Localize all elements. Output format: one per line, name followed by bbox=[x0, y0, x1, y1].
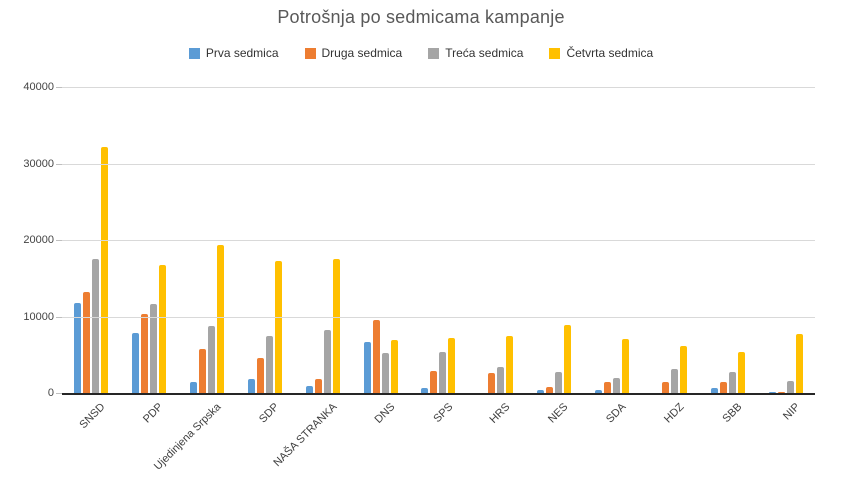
bar bbox=[662, 382, 670, 393]
bar bbox=[497, 367, 505, 393]
y-axis-tick bbox=[56, 316, 62, 318]
legend-item-4: Četvrta sedmica bbox=[549, 46, 653, 60]
legend-label: Prva sedmica bbox=[205, 46, 279, 60]
gridline bbox=[62, 316, 815, 318]
bar bbox=[305, 386, 313, 393]
y-axis-tick bbox=[56, 240, 62, 241]
bar bbox=[711, 388, 719, 393]
bar bbox=[198, 348, 206, 393]
legend-item-2: Druga sedmica bbox=[304, 46, 403, 60]
bar bbox=[256, 357, 264, 393]
bar-group-ujedinjena-srpska bbox=[189, 87, 224, 393]
bar-group-na-a-stranka bbox=[305, 87, 340, 393]
bar bbox=[622, 338, 630, 393]
gridline bbox=[62, 240, 815, 241]
legend-label: Četvrta sedmica bbox=[566, 46, 654, 60]
bar-group-pdp bbox=[131, 87, 166, 393]
y-axis-tick bbox=[56, 163, 62, 165]
bar bbox=[265, 336, 273, 393]
bar bbox=[421, 387, 429, 393]
bar-group-hdz bbox=[653, 87, 688, 393]
bar bbox=[769, 391, 777, 393]
legend-swatch-icon bbox=[188, 47, 200, 59]
bar bbox=[546, 386, 554, 393]
bar bbox=[274, 261, 282, 393]
bar bbox=[564, 324, 572, 393]
bar bbox=[680, 346, 688, 393]
bar bbox=[131, 332, 139, 393]
bar-group-sda bbox=[595, 87, 630, 393]
bar bbox=[390, 339, 398, 393]
legend-item-3: Treća sedmica bbox=[428, 46, 523, 60]
chart-title: Potrošnja po sedmicama kampanje bbox=[277, 7, 565, 27]
plot-area bbox=[56, 87, 815, 395]
bar bbox=[430, 370, 438, 393]
bar bbox=[439, 351, 447, 393]
y-axis-label: 0 bbox=[47, 387, 54, 399]
bar bbox=[738, 351, 746, 393]
bar bbox=[158, 265, 166, 393]
bar bbox=[332, 259, 340, 393]
bar bbox=[448, 337, 456, 393]
legend-item-1: Prva sedmica bbox=[188, 46, 279, 60]
bar bbox=[537, 389, 545, 393]
bar bbox=[671, 369, 679, 393]
bar bbox=[149, 303, 157, 393]
bar bbox=[73, 302, 81, 393]
bar bbox=[729, 371, 737, 393]
y-axis-tick bbox=[56, 393, 62, 394]
bar-group-nip bbox=[769, 87, 804, 393]
legend-label: Treća sedmica bbox=[445, 46, 524, 60]
bar bbox=[555, 371, 563, 393]
bar-group-snsd bbox=[73, 87, 108, 393]
legend-swatch-icon bbox=[428, 47, 440, 59]
bar bbox=[595, 389, 603, 393]
bar bbox=[91, 259, 99, 393]
y-axis-label: 20000 bbox=[23, 234, 54, 246]
bar bbox=[787, 380, 795, 393]
bar-group-nes bbox=[537, 87, 572, 393]
bar bbox=[82, 292, 90, 393]
y-axis-label: 10000 bbox=[23, 310, 54, 323]
bar bbox=[796, 334, 804, 393]
bar bbox=[604, 381, 612, 393]
y-axis-label: 40000 bbox=[23, 81, 54, 93]
legend-swatch-icon bbox=[304, 47, 316, 59]
bar bbox=[381, 352, 389, 393]
bar-group-sps bbox=[421, 87, 456, 393]
bar-group-dns bbox=[363, 87, 398, 393]
bar-group-sdp bbox=[247, 87, 282, 393]
y-axis-tick bbox=[56, 87, 62, 88]
bar bbox=[140, 314, 148, 393]
bar bbox=[314, 378, 322, 393]
legend-swatch-icon bbox=[549, 47, 561, 59]
bar bbox=[247, 378, 255, 393]
bar bbox=[100, 147, 108, 393]
chart-legend: Prva sedmica Druga sedmica Treća sedmica Če… bbox=[0, 46, 842, 60]
bar-series-container bbox=[62, 87, 815, 393]
bar bbox=[613, 377, 621, 393]
bar-group-sbb bbox=[711, 87, 746, 393]
bar bbox=[778, 391, 786, 393]
gridline bbox=[62, 87, 815, 88]
bar-group-hrs bbox=[479, 87, 514, 393]
bar bbox=[207, 325, 215, 393]
y-axis-label: 30000 bbox=[23, 157, 54, 170]
legend-label: Druga sedmica bbox=[321, 46, 403, 60]
bar bbox=[363, 341, 371, 393]
gridline bbox=[62, 163, 815, 165]
bar bbox=[720, 381, 728, 393]
bar bbox=[372, 319, 380, 393]
bar bbox=[323, 329, 331, 393]
bar bbox=[216, 245, 224, 393]
bar bbox=[189, 382, 197, 393]
bar bbox=[488, 373, 496, 393]
bar bbox=[506, 336, 514, 393]
